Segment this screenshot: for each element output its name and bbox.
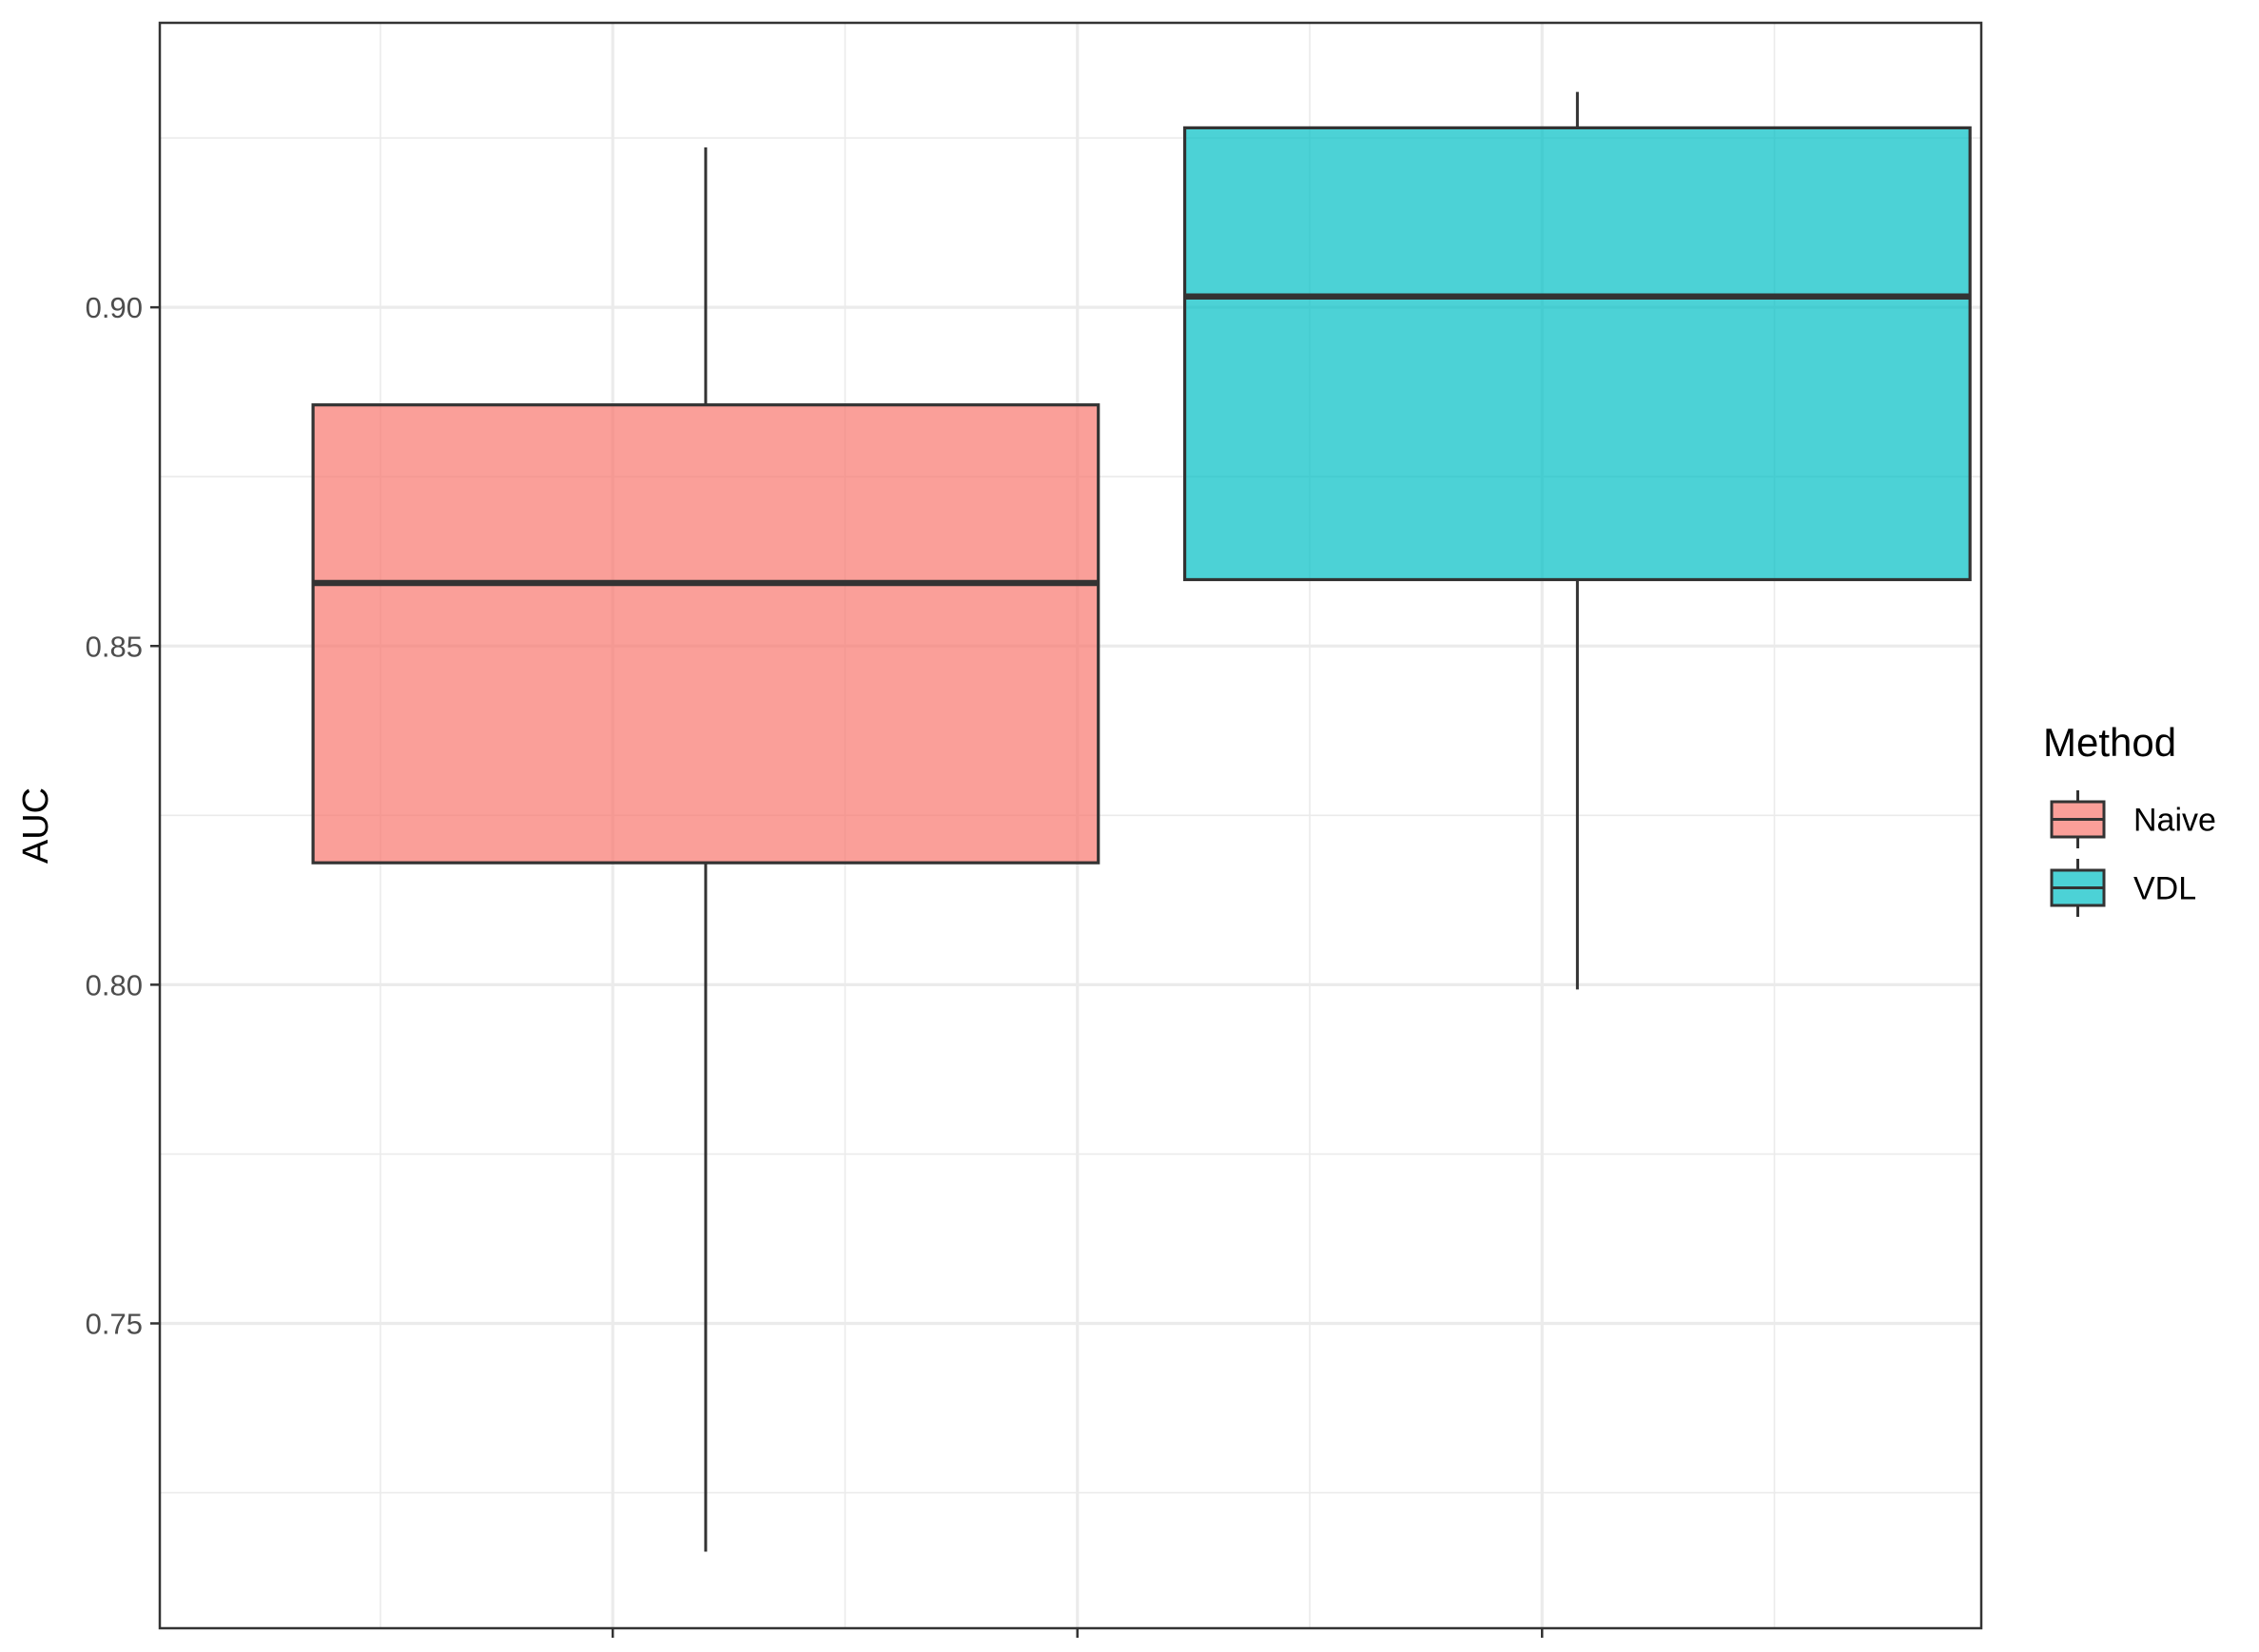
legend-item-naive: Naive bbox=[2050, 790, 2216, 848]
legend-label: Naive bbox=[2133, 803, 2216, 839]
box-naive bbox=[311, 147, 1100, 1552]
iqr-box bbox=[1182, 126, 1972, 582]
panel-border bbox=[158, 21, 1983, 1630]
legend: Method Naive VDL bbox=[2043, 720, 2216, 917]
legend-title: Method bbox=[2043, 720, 2176, 765]
box-series bbox=[311, 91, 1972, 1552]
y-axis-title: AUC bbox=[16, 787, 56, 864]
legend-label: VDL bbox=[2133, 871, 2196, 907]
legend-item-vdl: VDL bbox=[2050, 859, 2196, 917]
y-tick-label: 0.75 bbox=[86, 1307, 143, 1340]
y-tick-label: 0.90 bbox=[86, 291, 143, 324]
axis-ticks: 0.75 0.80 0.85 0.90 bbox=[86, 291, 1544, 1638]
y-tick-label: 0.85 bbox=[86, 630, 143, 663]
box-vdl bbox=[1182, 91, 1972, 990]
y-tick-label: 0.80 bbox=[86, 968, 143, 1001]
iqr-box bbox=[311, 403, 1100, 865]
